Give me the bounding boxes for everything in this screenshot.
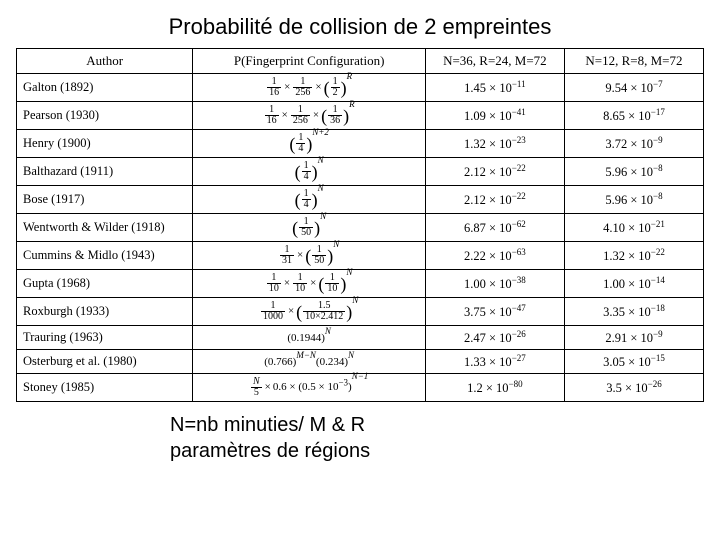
author-cell: Roxburgh (1933) [17, 298, 193, 326]
col-author: Author [17, 49, 193, 74]
table-row: Gupta (1968)110×110×(110)N1.00 × 10−381.… [17, 270, 704, 298]
value-cell-1: 1.2 × 10−80 [425, 374, 564, 402]
value-cell-2: 3.35 × 10−18 [564, 298, 703, 326]
author-cell: Bose (1917) [17, 186, 193, 214]
value-cell-2: 8.65 × 10−17 [564, 102, 703, 130]
author-cell: Henry (1900) [17, 130, 193, 158]
value-cell-1: 1.00 × 10−38 [425, 270, 564, 298]
table-row: Bose (1917)(14)N2.12 × 10−225.96 × 10−8 [17, 186, 704, 214]
table-row: Henry (1900)(14)N+21.32 × 10−233.72 × 10… [17, 130, 704, 158]
value-cell-1: 2.47 × 10−26 [425, 326, 564, 350]
table-row: Stoney (1985)N5×0.6 × (0.5 × 10−3)N−11.2… [17, 374, 704, 402]
author-cell: Balthazard (1911) [17, 158, 193, 186]
value-cell-2: 5.96 × 10−8 [564, 158, 703, 186]
formula-cell: 110×110×(110)N [193, 270, 425, 298]
formula-cell: (0.1944)N [193, 326, 425, 350]
value-cell-1: 6.87 × 10−62 [425, 214, 564, 242]
author-cell: Gupta (1968) [17, 270, 193, 298]
value-cell-1: 1.45 × 10−11 [425, 74, 564, 102]
value-cell-2: 1.32 × 10−22 [564, 242, 703, 270]
value-cell-2: 3.05 × 10−15 [564, 350, 703, 374]
formula-cell: 131×(150)N [193, 242, 425, 270]
table-row: Wentworth & Wilder (1918)(150)N6.87 × 10… [17, 214, 704, 242]
footer-caption: N=nb minuties/ M & R paramètres de régio… [170, 412, 720, 464]
formula-cell: (0.766)M−N(0.234)N [193, 350, 425, 374]
author-cell: Osterburg et al. (1980) [17, 350, 193, 374]
table-row: Cummins & Midlo (1943)131×(150)N2.22 × 1… [17, 242, 704, 270]
formula-cell: 116×1256×(136)R [193, 102, 425, 130]
formula-cell: (14)N [193, 186, 425, 214]
value-cell-1: 2.22 × 10−63 [425, 242, 564, 270]
value-cell-1: 2.12 × 10−22 [425, 158, 564, 186]
table-row: Roxburgh (1933)11000×(1.510×2.412)N3.75 … [17, 298, 704, 326]
author-cell: Stoney (1985) [17, 374, 193, 402]
table-header-row: Author P(Fingerprint Configuration) N=36… [17, 49, 704, 74]
value-cell-2: 5.96 × 10−8 [564, 186, 703, 214]
author-cell: Galton (1892) [17, 74, 193, 102]
value-cell-2: 3.5 × 10−26 [564, 374, 703, 402]
footer-line-1: N=nb minuties/ M & R [170, 414, 365, 436]
value-cell-2: 9.54 × 10−7 [564, 74, 703, 102]
table-row: Pearson (1930)116×1256×(136)R1.09 × 10−4… [17, 102, 704, 130]
probability-table-wrap: Author P(Fingerprint Configuration) N=36… [16, 48, 704, 402]
table-row: Trauring (1963)(0.1944)N2.47 × 10−262.91… [17, 326, 704, 350]
value-cell-2: 1.00 × 10−14 [564, 270, 703, 298]
value-cell-1: 2.12 × 10−22 [425, 186, 564, 214]
value-cell-1: 1.09 × 10−41 [425, 102, 564, 130]
author-cell: Trauring (1963) [17, 326, 193, 350]
author-cell: Wentworth & Wilder (1918) [17, 214, 193, 242]
formula-cell: (14)N [193, 158, 425, 186]
formula-cell: (14)N+2 [193, 130, 425, 158]
col-formula: P(Fingerprint Configuration) [193, 49, 425, 74]
table-row: Galton (1892)116×1256×(12)R1.45 × 10−119… [17, 74, 704, 102]
value-cell-2: 3.72 × 10−9 [564, 130, 703, 158]
col-params-2: N=12, R=8, M=72 [564, 49, 703, 74]
value-cell-1: 3.75 × 10−47 [425, 298, 564, 326]
value-cell-2: 2.91 × 10−9 [564, 326, 703, 350]
author-cell: Pearson (1930) [17, 102, 193, 130]
table-row: Balthazard (1911)(14)N2.12 × 10−225.96 ×… [17, 158, 704, 186]
col-params-1: N=36, R=24, M=72 [425, 49, 564, 74]
value-cell-1: 1.32 × 10−23 [425, 130, 564, 158]
formula-cell: 116×1256×(12)R [193, 74, 425, 102]
formula-cell: (150)N [193, 214, 425, 242]
formula-cell: N5×0.6 × (0.5 × 10−3)N−1 [193, 374, 425, 402]
value-cell-2: 4.10 × 10−21 [564, 214, 703, 242]
page-title: Probabilité de collision de 2 empreintes [0, 14, 720, 40]
footer-line-2: paramètres de régions [170, 440, 370, 462]
formula-cell: 11000×(1.510×2.412)N [193, 298, 425, 326]
value-cell-1: 1.33 × 10−27 [425, 350, 564, 374]
probability-table: Author P(Fingerprint Configuration) N=36… [16, 48, 704, 402]
author-cell: Cummins & Midlo (1943) [17, 242, 193, 270]
